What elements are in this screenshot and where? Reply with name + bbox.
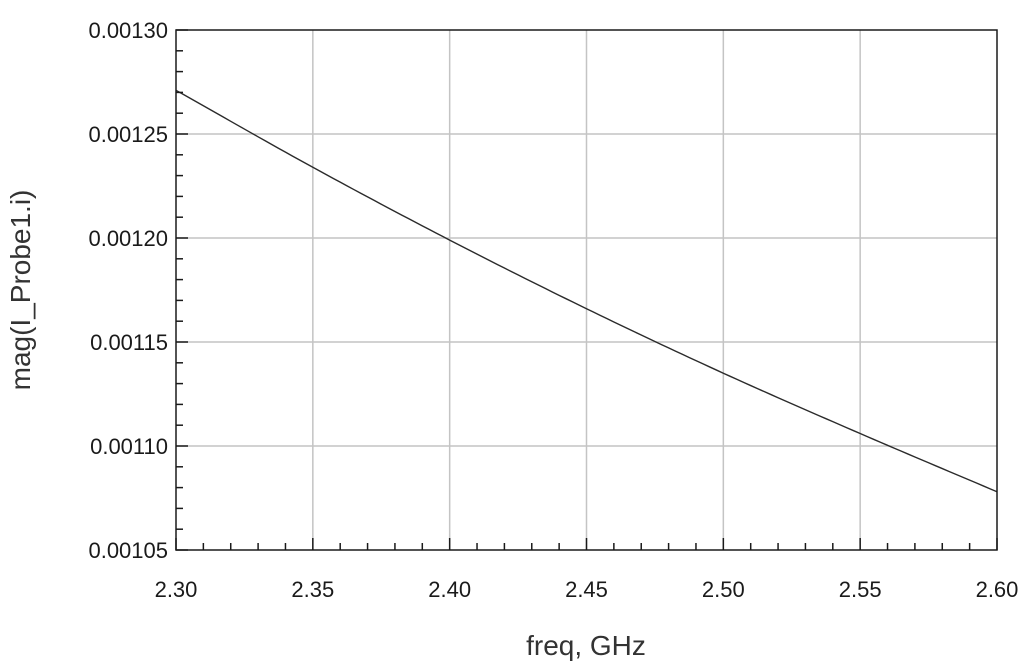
x-tick-label: 2.35 — [291, 577, 334, 602]
y-axis-title: mag(I_Probe1.i) — [5, 190, 36, 391]
y-tick-label: 0.00120 — [88, 226, 168, 251]
x-tick-label: 2.60 — [976, 577, 1019, 602]
x-tick-labels: 2.30 2.35 2.40 2.45 2.50 2.55 2.60 — [155, 577, 1019, 602]
x-tick-label: 2.30 — [155, 577, 198, 602]
x-tick-label: 2.50 — [702, 577, 745, 602]
grid — [176, 30, 997, 550]
series-layer — [175, 89, 998, 493]
y-tick-label: 0.00105 — [88, 538, 168, 563]
x-tick-label: 2.55 — [839, 577, 882, 602]
y-tick-label: 0.00110 — [90, 434, 168, 459]
y-tick-label: 0.00115 — [90, 330, 168, 355]
axis-ticks — [175, 29, 998, 551]
y-tick-label: 0.00125 — [88, 122, 168, 147]
x-axis-title: freq, GHz — [526, 630, 646, 661]
series-line — [175, 89, 998, 493]
y-tick-labels: 0.00105 0.00110 0.00115 0.00120 0.00125 0.001… — [88, 18, 168, 563]
x-tick-label: 2.45 — [565, 577, 608, 602]
y-tick-label: 0.00130 — [88, 18, 168, 43]
x-tick-label: 2.40 — [428, 577, 471, 602]
